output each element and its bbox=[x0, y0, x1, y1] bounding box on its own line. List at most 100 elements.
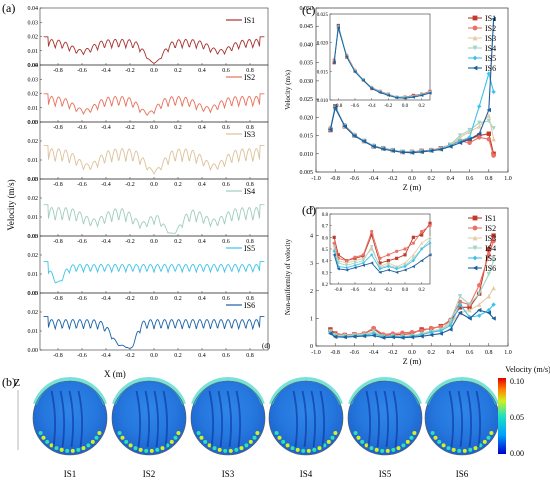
flow-streak bbox=[457, 390, 463, 448]
disc-outline bbox=[268, 380, 344, 456]
inset-data-point bbox=[353, 255, 357, 259]
data-point bbox=[371, 325, 376, 331]
y-tick-label: 0.03 bbox=[28, 234, 39, 240]
inset-y-tick-label: 0.6 bbox=[322, 236, 329, 241]
inset-data-point bbox=[361, 253, 365, 257]
x-axis-label: Z (m) bbox=[403, 183, 422, 192]
disc-top-band bbox=[269, 377, 343, 405]
x-tick-label: 0.8 bbox=[246, 182, 254, 188]
x-tick-label: -0.8 bbox=[53, 68, 63, 74]
inlet-spot bbox=[120, 435, 125, 440]
y-tick-label: 0.04 bbox=[28, 63, 39, 69]
contour-label: IS4 bbox=[300, 469, 313, 479]
contour-disc-is5 bbox=[347, 377, 423, 456]
x-tick-label: 0.6 bbox=[466, 176, 474, 182]
subplot-is5: 0.00 0.01 0.02 0.03 -0.8 -0.6 -0.4 -0.2 0.0 0.2 0.… bbox=[28, 234, 269, 302]
inlet-spot bbox=[462, 448, 467, 453]
inlet-spot bbox=[441, 443, 446, 448]
inlet-spot bbox=[380, 448, 385, 453]
x-tick-label: 0.6 bbox=[466, 350, 474, 356]
inset-x-tick-label: 0.2 bbox=[419, 288, 426, 293]
flow-streak bbox=[135, 390, 141, 448]
inset-x-tick-label: 0.0 bbox=[402, 104, 409, 109]
inset-x-tick-label: -0.6 bbox=[351, 288, 359, 293]
x-tick-label: 0.0 bbox=[150, 125, 158, 131]
inset-data-point bbox=[411, 235, 415, 239]
contour-label: IS3 bbox=[222, 469, 235, 479]
inset-y-tick-label: 0.3 bbox=[322, 271, 329, 276]
inlet-spot bbox=[133, 446, 138, 451]
x-tick-label: -1.0 bbox=[311, 176, 321, 182]
x-tick-label: -0.4 bbox=[101, 68, 111, 74]
data-point bbox=[381, 335, 386, 340]
inlet-spot bbox=[369, 446, 374, 451]
inset-data-point bbox=[370, 245, 374, 249]
inset-data-point bbox=[378, 270, 382, 274]
data-point bbox=[448, 323, 453, 328]
legend-label: IS5 bbox=[485, 254, 496, 263]
inlet-spot bbox=[281, 439, 286, 444]
x-tick-label: 0.0 bbox=[150, 182, 158, 188]
disc-outline bbox=[347, 380, 423, 456]
x-tick-label: -0.6 bbox=[77, 353, 87, 359]
data-point bbox=[491, 137, 496, 142]
inset-data-point bbox=[411, 256, 415, 260]
inlet-spot bbox=[203, 439, 208, 444]
inset-data-point bbox=[336, 253, 340, 257]
x-tick-label: -0.2 bbox=[125, 125, 135, 131]
inset-data-point bbox=[411, 259, 415, 263]
inlet-spot bbox=[252, 435, 257, 440]
inset-data-point bbox=[332, 245, 336, 249]
y-tick-label: 0.010 bbox=[300, 152, 314, 158]
inlet-spot bbox=[451, 447, 456, 452]
colorbar-title: Velocity (m/s) bbox=[505, 365, 550, 374]
x-tick-label: 0.2 bbox=[174, 353, 182, 359]
inlet-spot bbox=[401, 443, 406, 448]
data-point bbox=[429, 148, 434, 154]
y-tick-label: 0.040 bbox=[300, 42, 314, 48]
data-point bbox=[328, 331, 333, 336]
inlet-spot bbox=[207, 443, 212, 448]
inset-data-point bbox=[386, 93, 390, 98]
inlet-spot bbox=[430, 431, 435, 435]
x-tick-label: -0.4 bbox=[101, 296, 111, 302]
legend-label: IS4 bbox=[485, 244, 496, 253]
inlet-spot bbox=[169, 439, 174, 444]
x-tick-label: -0.2 bbox=[388, 176, 398, 182]
data-point bbox=[486, 131, 491, 136]
panel-label-b: (b) bbox=[2, 375, 16, 389]
inset-data-point bbox=[411, 95, 415, 99]
contour-disc-is3 bbox=[190, 377, 266, 456]
data-point bbox=[491, 238, 496, 244]
legend-label: IS2 bbox=[485, 24, 496, 33]
inset-plot: -0.8 -0.6 -0.4 -0.2 0.0 0.2 0.010 0.015 0.020 0.0… bbox=[317, 13, 432, 109]
x-tick-label: 0.2 bbox=[174, 296, 182, 302]
x-tick-label: -0.2 bbox=[125, 239, 135, 245]
x-tick-label: 0.6 bbox=[222, 125, 230, 131]
inset-x-tick-label: 0.2 bbox=[419, 104, 426, 109]
inset-data-point bbox=[345, 55, 349, 59]
y-tick-label: 0.01 bbox=[28, 272, 39, 278]
inset-data-point bbox=[378, 90, 382, 95]
profile-line-is4 bbox=[43, 204, 265, 234]
data-point bbox=[477, 291, 482, 296]
inlet-spot bbox=[353, 431, 358, 435]
x-tick-label: -0.4 bbox=[369, 350, 379, 356]
inset-x-tick-label: 0.0 bbox=[402, 288, 409, 293]
x-tick-label: -0.6 bbox=[350, 350, 360, 356]
inset-y-tick-label: 0.4 bbox=[322, 260, 329, 265]
data-point bbox=[352, 133, 357, 139]
subplot-is2: 0.000.010.020.030.04-0.8 -0.6 -0.4 -0.2 0.0 0… bbox=[28, 63, 269, 131]
inlet-spot bbox=[274, 431, 279, 435]
data-point bbox=[486, 113, 491, 118]
data-point bbox=[477, 307, 482, 313]
y-tick-label: 0.03 bbox=[28, 291, 39, 297]
flow-streak bbox=[374, 390, 380, 448]
data-point bbox=[361, 139, 367, 144]
x-tick-label: -0.2 bbox=[125, 353, 135, 359]
inlet-spot bbox=[457, 448, 462, 453]
x-tick-label: 0.2 bbox=[174, 239, 182, 245]
inset-data-point bbox=[420, 247, 424, 251]
data-point bbox=[457, 310, 463, 316]
